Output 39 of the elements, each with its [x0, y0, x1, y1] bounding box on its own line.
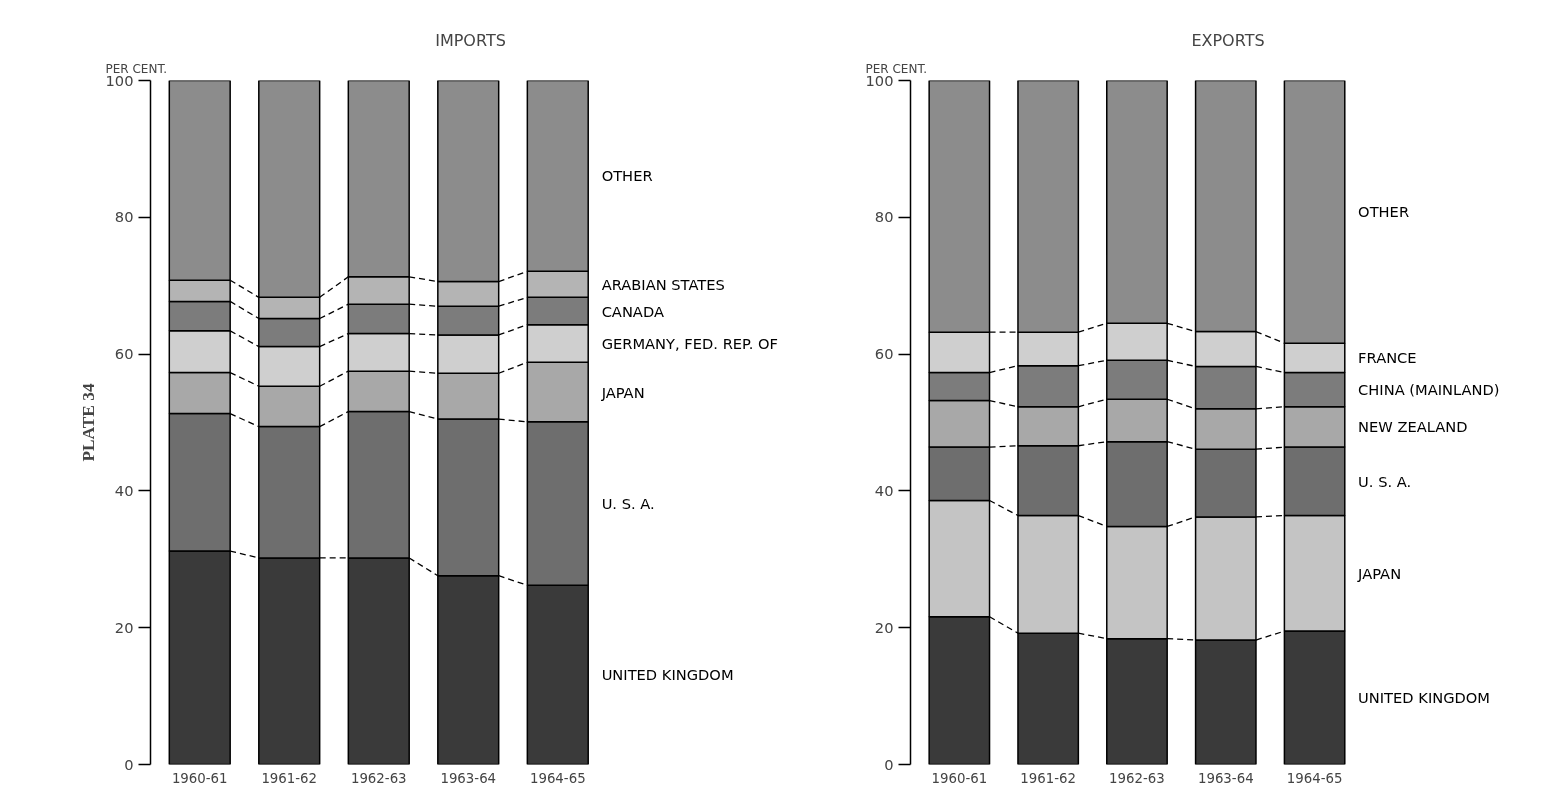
- x-tick-label: 1962-63: [1109, 770, 1165, 786]
- x-tick-label: 1964-65: [1286, 770, 1343, 786]
- series-label: UNITED KINGDOM: [1358, 689, 1491, 707]
- x-tick-label: 1961-62: [261, 770, 318, 786]
- series-label: OTHER: [601, 167, 653, 185]
- series-label: U. S. A.: [1358, 472, 1412, 490]
- series-label: OTHER: [1358, 203, 1410, 221]
- x-tick-label: 1962-63: [350, 770, 407, 786]
- y-tick-label: 40: [874, 481, 894, 499]
- y-tick-label: 60: [114, 345, 134, 363]
- series-label: CANADA: [601, 302, 664, 320]
- y-tick-label: 0: [124, 755, 134, 773]
- y-tick-label: 80: [874, 208, 894, 226]
- series-label: GERMANY, FED. REP. OF: [601, 335, 778, 352]
- y-tick-label: 20: [114, 618, 134, 636]
- series-label: JAPAN: [1357, 564, 1402, 582]
- y-tick-label: 0: [884, 755, 894, 773]
- y-tick-label: 60: [874, 345, 894, 363]
- series-label: JAPAN: [600, 383, 645, 401]
- series-label: U. S. A.: [601, 495, 655, 513]
- y-axis-title: PER CENT.: [105, 61, 168, 76]
- x-tick-label: 1963-64: [440, 770, 497, 786]
- y-tick-label: 20: [874, 618, 894, 636]
- x-tick-label: 1964-65: [529, 770, 586, 786]
- x-tick-label: 1961-62: [1020, 770, 1077, 786]
- x-tick-label: 1960-61: [931, 770, 988, 786]
- chart-title: EXPORTS: [1191, 30, 1265, 50]
- series-label: UNITED KINGDOM: [601, 666, 734, 684]
- series-label: CHINA (MAINLAND): [1358, 381, 1500, 399]
- x-tick-label: 1960-61: [171, 770, 228, 786]
- text: PLATE 34: [78, 383, 98, 462]
- x-tick-label: 1963-64: [1197, 770, 1254, 786]
- y-tick-label: 40: [114, 481, 134, 499]
- chart-title: IMPORTS: [435, 30, 506, 50]
- series-label: NEW ZEALAND: [1358, 418, 1468, 436]
- y-axis-title: PER CENT.: [865, 61, 928, 76]
- series-label: ARABIAN STATES: [601, 275, 725, 293]
- y-tick-label: 80: [114, 208, 134, 226]
- series-label: FRANCE: [1358, 349, 1417, 367]
